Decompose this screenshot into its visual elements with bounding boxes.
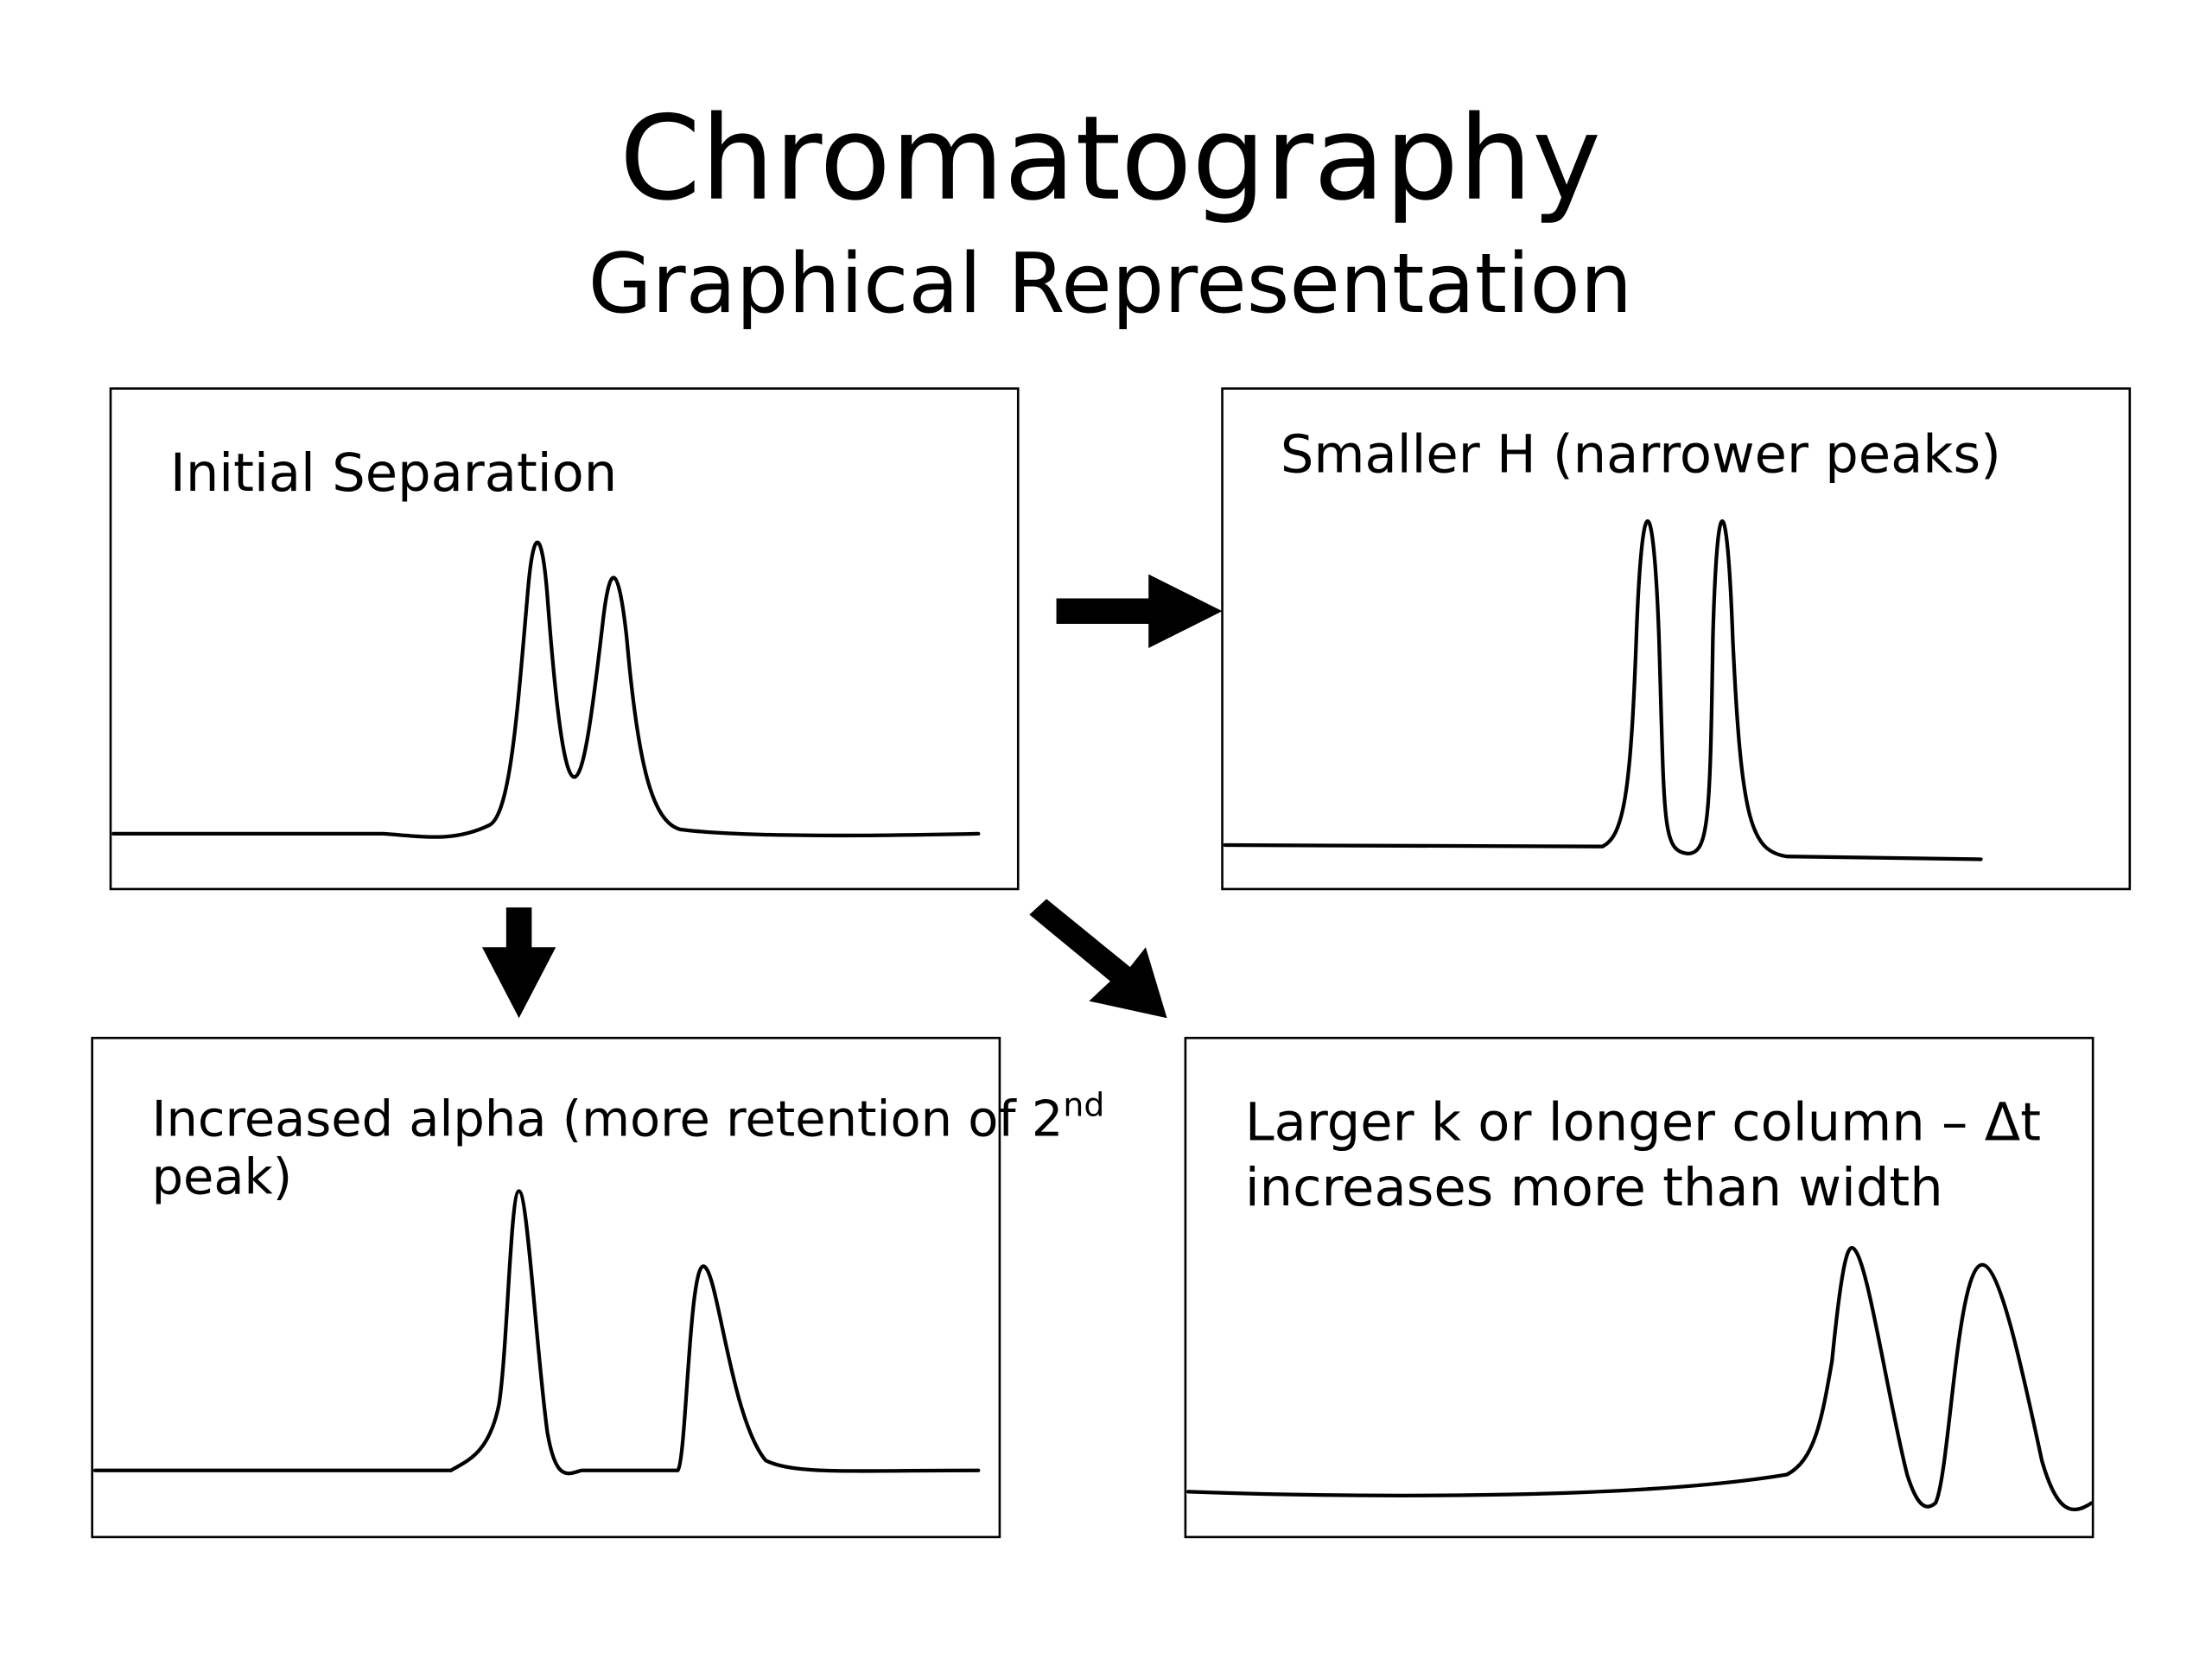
panel-label: Increased alpha (more retention of 2nd (152, 1085, 1105, 1147)
panel-label: Larger k or longer column – Δt (1245, 1092, 2041, 1153)
arrow-right (1056, 574, 1223, 648)
title: Chromatography (620, 91, 1601, 226)
arrow-diagonal (1029, 899, 1167, 1019)
arrow-down (481, 907, 556, 1019)
panel-frame (109, 387, 1020, 891)
panel-label: Initial Separation (170, 443, 617, 504)
label-line: Increased alpha (more retention of 2 (152, 1090, 1064, 1147)
chromatogram (1186, 1245, 2094, 1512)
panel-frame (1184, 1036, 2094, 1539)
superscript: nd (1063, 1085, 1104, 1123)
panel-frame (1221, 387, 2132, 891)
panel-frame (91, 1036, 1001, 1539)
subtitle: Graphical Representation (588, 237, 1632, 332)
chromatogram (1223, 518, 1983, 861)
chromatogram (92, 1189, 981, 1476)
panel-label: increases more than width (1245, 1158, 1943, 1218)
panel-label: Smaller H (narrower peaks) (1281, 424, 2001, 485)
chromatogram (111, 540, 981, 839)
panel-label: peak) (152, 1148, 293, 1206)
